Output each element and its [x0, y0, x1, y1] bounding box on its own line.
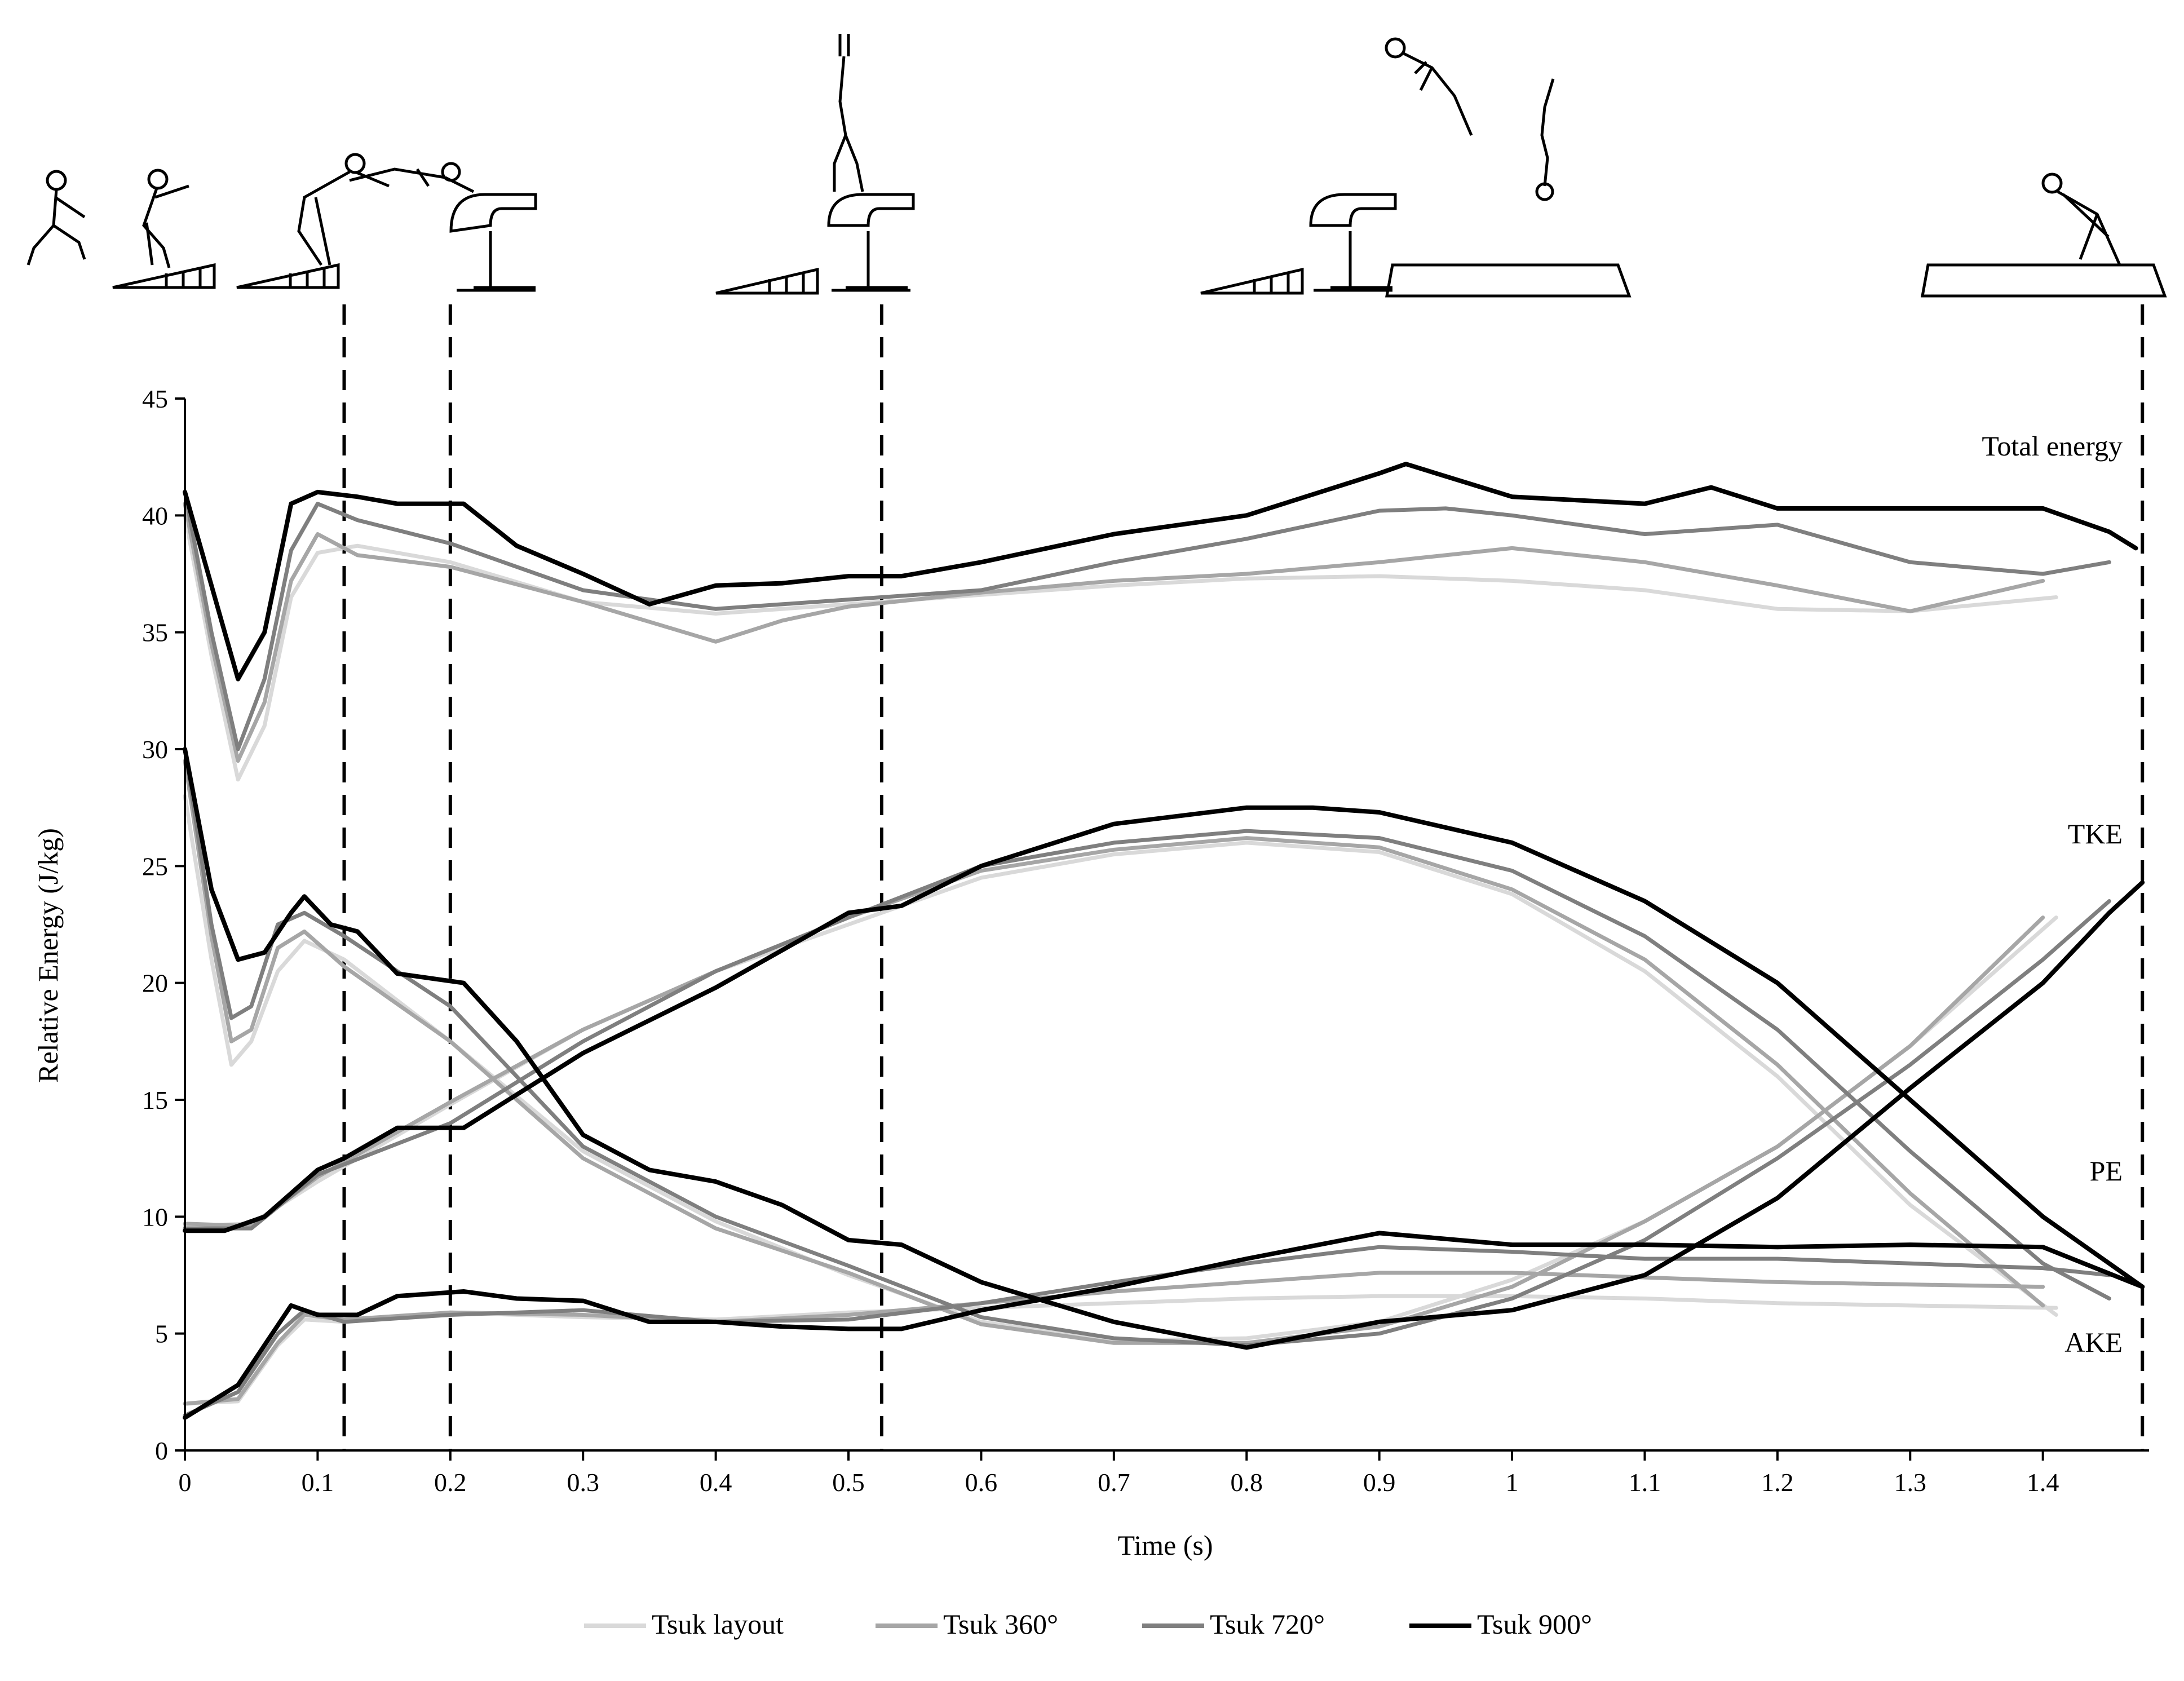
- x-tick-label: 0.8: [1230, 1468, 1263, 1497]
- springboard-drawing: [715, 267, 819, 295]
- vault-table-drawing: [449, 193, 537, 292]
- legend-label-0: Tsuk layout: [652, 1608, 784, 1640]
- y-tick-label: 45: [142, 384, 168, 413]
- vault-phase-illustrations: [26, 34, 2167, 298]
- x-tick-label: 1.1: [1629, 1468, 1661, 1497]
- series-1-total-energy-line: [183, 502, 2045, 763]
- x-tick-label: 0.3: [567, 1468, 599, 1497]
- x-tick-label: 1: [1506, 1468, 1519, 1497]
- plot-area: 0 5 10 15 20 25 30 35 40 45 0 0.1 0.2 0.3 0.4 0.5 0.6 0.7…: [142, 304, 2149, 1497]
- curve-label-tke: TKE: [2068, 818, 2123, 850]
- curve-label-ake: AKE: [2064, 1326, 2123, 1358]
- x-axis-title: Time (s): [1117, 1529, 1213, 1561]
- x-tick-label: 0.7: [1098, 1468, 1130, 1497]
- series-2-tke-line: [183, 829, 2111, 1300]
- vault-table-drawing: [827, 193, 915, 292]
- y-tick-label: 25: [142, 852, 168, 881]
- vault-table-drawing: [1309, 193, 1397, 292]
- springboard-drawing: [236, 263, 340, 289]
- x-tick-label: 0.4: [700, 1468, 732, 1497]
- series-1-ake-line: [183, 1271, 2045, 1406]
- x-tick-label: 0: [179, 1468, 192, 1497]
- y-tick-label: 0: [155, 1436, 168, 1465]
- axes: 0 5 10 15 20 25 30 35 40 45 0 0.1 0.2 0.3 0.4 0.5 0.6 0.7…: [142, 384, 2149, 1497]
- y-tick-label: 15: [142, 1086, 168, 1114]
- data-curves: [183, 462, 2145, 1420]
- gymnast-run-figure: [26, 170, 86, 266]
- gymnast-handstand-figure: [833, 34, 864, 192]
- x-tick-label: 0.9: [1363, 1468, 1396, 1497]
- legend-label-3: Tsuk 900°: [1477, 1608, 1592, 1640]
- legend-label-2: Tsuk 720°: [1210, 1608, 1325, 1640]
- series-3-tke-line: [183, 805, 2145, 1289]
- gymnast-hurdle-figure: [142, 169, 189, 268]
- curve-label-pe: PE: [2090, 1155, 2123, 1187]
- x-tick-label: 0.6: [965, 1468, 998, 1497]
- series-3-total-energy-line: [183, 462, 2138, 682]
- series-2-total-energy-line: [183, 490, 2111, 751]
- series-2-ake-line: [183, 1245, 2111, 1418]
- series-1-tke-line: [183, 836, 2045, 1308]
- legend-label-1: Tsuk 360°: [943, 1608, 1058, 1640]
- y-tick-label: 30: [142, 735, 168, 764]
- y-tick-label: 10: [142, 1202, 168, 1231]
- gymnast-preflight-figure: [349, 162, 475, 193]
- x-tick-label: 0.5: [832, 1468, 865, 1497]
- landing-mat-drawing: [1921, 263, 2167, 298]
- curve-labels: Total energy TKE PE AKE: [1982, 430, 2123, 1358]
- springboard-drawing: [112, 263, 216, 289]
- y-tick-label: 20: [142, 969, 168, 998]
- gymnast-board-contact-figure: [297, 153, 390, 266]
- series-0-tke-line: [183, 841, 2058, 1317]
- series-3-ake-line: [183, 1231, 2145, 1420]
- phase-lines: [342, 304, 2145, 1450]
- gymnast-landing-figure: [2041, 172, 2121, 266]
- legend: Tsuk layout Tsuk 360° Tsuk 720° Tsuk 900°: [584, 1608, 1592, 1640]
- x-tick-label: 1.2: [1761, 1468, 1794, 1497]
- y-tick-label: 35: [142, 618, 168, 647]
- series-2-pe-line: [183, 747, 2111, 1347]
- y-tick-label: 5: [155, 1320, 168, 1348]
- x-tick-label: 0.1: [302, 1468, 334, 1497]
- series-3-pe-line: [183, 747, 2145, 1350]
- landing-mat-drawing: [1385, 263, 1632, 298]
- x-tick-label: 0.2: [434, 1468, 467, 1497]
- x-tick-label: 1.4: [2027, 1468, 2059, 1497]
- y-tick-label: 40: [142, 501, 168, 530]
- series-1-pe-line: [183, 759, 2045, 1345]
- gymnast-salto-figure: [1385, 37, 1473, 136]
- springboard-drawing: [1200, 267, 1304, 295]
- series-0-total-energy-line: [183, 513, 2058, 782]
- gymnast-twist-figure: [1535, 78, 1555, 201]
- y-axis-title: Relative Energy (J/kg): [32, 828, 64, 1083]
- curve-label-total-energy: Total energy: [1982, 430, 2123, 462]
- x-tick-label: 1.3: [1894, 1468, 1927, 1497]
